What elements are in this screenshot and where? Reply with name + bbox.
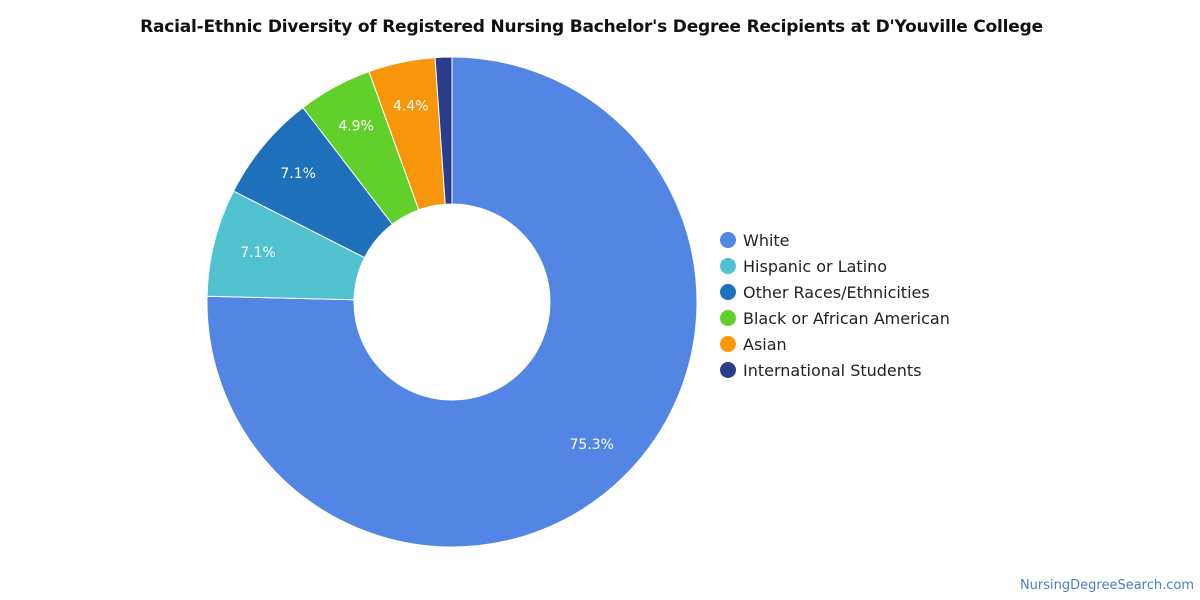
legend-item-black-or-african-american[interactable]: Black or African American bbox=[720, 305, 950, 331]
legend-swatch bbox=[720, 284, 736, 300]
slice-international-students[interactable] bbox=[434, 56, 453, 205]
legend-item-other-races-ethnicities[interactable]: Other Races/Ethnicities bbox=[720, 279, 950, 305]
data-label-black-or-african-american: 4.9% bbox=[338, 118, 374, 134]
chart-title: Racial-Ethnic Diversity of Registered Nu… bbox=[140, 17, 1043, 37]
legend-label: White bbox=[743, 230, 790, 250]
data-label-white: 75.3% bbox=[570, 437, 614, 453]
donut-slices bbox=[206, 56, 698, 548]
legend-swatch bbox=[720, 362, 736, 378]
legend-label: Other Races/Ethnicities bbox=[743, 282, 930, 302]
donut-data-labels: 75.3% 7.1% 7.1% 4.9% 4.4% bbox=[240, 98, 614, 453]
slice-white[interactable] bbox=[206, 56, 698, 548]
legend-item-white[interactable]: White bbox=[720, 227, 950, 253]
legend-swatch bbox=[720, 336, 736, 352]
data-label-hispanic-or-latino: 7.1% bbox=[240, 245, 276, 261]
source-watermark[interactable]: NursingDegreeSearch.com bbox=[1019, 578, 1194, 593]
legend-label: Asian bbox=[743, 334, 787, 354]
chart-legend: White Hispanic or Latino Other Races/Ethni… bbox=[720, 227, 950, 383]
legend-item-international-students[interactable]: International Students bbox=[720, 357, 950, 383]
legend-item-asian[interactable]: Asian bbox=[720, 331, 950, 357]
legend-swatch bbox=[720, 310, 736, 326]
data-label-asian: 4.4% bbox=[393, 98, 429, 114]
legend-label: International Students bbox=[743, 360, 922, 380]
legend-item-hispanic-or-latino[interactable]: Hispanic or Latino bbox=[720, 253, 950, 279]
data-label-other-races-ethnicities: 7.1% bbox=[280, 166, 316, 182]
legend-swatch bbox=[720, 258, 736, 274]
legend-label: Hispanic or Latino bbox=[743, 256, 888, 276]
legend-label: Black or African American bbox=[743, 308, 950, 328]
legend-swatch bbox=[720, 232, 736, 248]
